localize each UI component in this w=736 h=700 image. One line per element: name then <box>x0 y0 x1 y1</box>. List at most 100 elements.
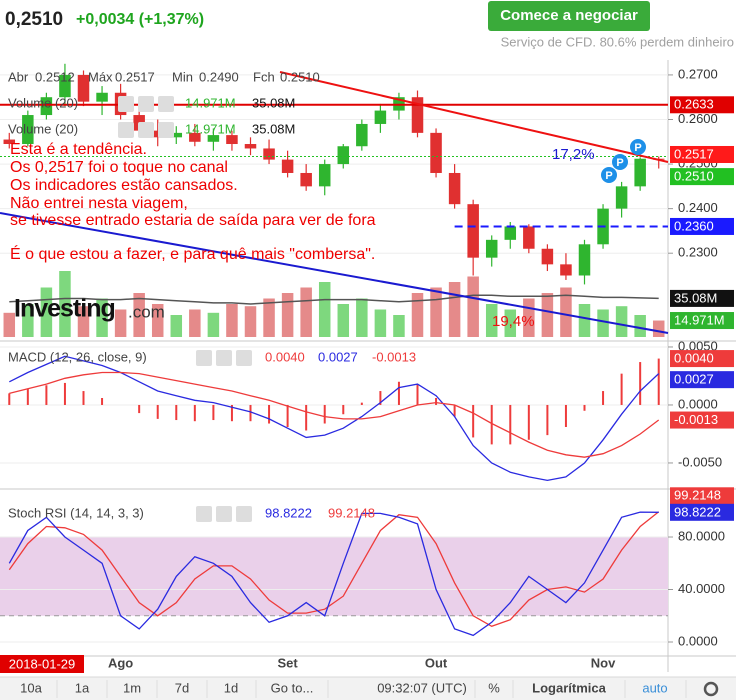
y-tick-label: 40.0000 <box>678 581 725 596</box>
trend-line <box>0 212 669 334</box>
marker-label[interactable]: P <box>605 170 612 182</box>
close-icon[interactable] <box>158 122 174 138</box>
logo-suffix: .com <box>128 302 165 321</box>
close-icon[interactable] <box>236 350 252 366</box>
volume-bar <box>560 287 572 337</box>
marker[interactable] <box>601 167 617 183</box>
plot-area <box>0 63 673 643</box>
settings-icon[interactable] <box>216 506 232 522</box>
price-label: 99.2148 <box>674 488 721 503</box>
y-tick-label: 0.2400 <box>678 200 718 215</box>
price-label: -0.0013 <box>674 412 718 427</box>
logo: Investing <box>14 295 115 323</box>
volume-bar <box>244 306 257 337</box>
price-label-bg <box>670 289 734 307</box>
volume-bar <box>393 315 405 337</box>
price-label-bg <box>670 145 734 163</box>
legend-value: 0.2510 <box>280 69 320 84</box>
legend-value: 35.08M <box>252 121 295 136</box>
axis-labels: 0.23000.24000.25000.26000.27000.26330.23… <box>108 66 734 670</box>
eye-icon[interactable] <box>196 506 212 522</box>
goto-button[interactable]: Go to... <box>271 680 314 695</box>
last-price: 0,2510 <box>5 9 63 30</box>
volume-bar <box>337 304 350 337</box>
price-label-bg <box>670 168 734 186</box>
volume-bar <box>96 298 108 337</box>
marker[interactable] <box>630 139 646 155</box>
legend-value: 35.08M <box>252 95 295 110</box>
candle-body <box>411 97 424 133</box>
marker-label[interactable]: P <box>616 157 623 169</box>
settings-icon[interactable] <box>216 350 232 366</box>
legend-value: 0.2490 <box>199 69 239 84</box>
candle-body <box>207 135 220 142</box>
candle-body <box>560 264 572 276</box>
trend-line <box>279 71 669 163</box>
volume-bar <box>652 320 665 337</box>
volume-bar <box>133 293 145 337</box>
annotation: Os 0,2517 foi o toque no canal <box>10 159 228 176</box>
volume-bar <box>263 298 275 337</box>
range-button[interactable]: 1a <box>75 680 90 695</box>
annotation: Esta é a tendência. <box>10 141 147 158</box>
candle-body <box>244 144 257 149</box>
volume-bar <box>40 287 53 337</box>
y-tick-label: 0.0000 <box>678 396 718 411</box>
volume-bar <box>504 309 517 337</box>
candle-body <box>96 92 108 102</box>
settings-icon[interactable] <box>138 122 154 138</box>
y-tick-label: 0.2700 <box>678 66 718 81</box>
y-tick-label: 0.2300 <box>678 245 718 260</box>
price-label: 0.2360 <box>674 218 714 233</box>
legend-label: Máx <box>88 69 113 84</box>
candle-body <box>22 115 34 145</box>
percent-toggle[interactable]: % <box>488 680 500 695</box>
legend-value: 0.2512 <box>35 69 75 84</box>
price-label-bg <box>670 487 734 505</box>
eye-icon[interactable] <box>196 350 212 366</box>
candle-body <box>189 132 201 142</box>
range-button[interactable]: 10a <box>20 680 42 695</box>
volume-bar <box>300 287 312 337</box>
volume-bar <box>485 304 498 337</box>
price-label: 14.971M <box>674 312 725 327</box>
series-line <box>9 355 660 482</box>
cta-button[interactable] <box>488 1 650 31</box>
volume-bar <box>467 276 479 337</box>
log-toggle[interactable]: Logarítmica <box>532 680 606 695</box>
marker[interactable] <box>612 154 628 170</box>
indicator-title: Stoch RSI (14, 14, 3, 3) <box>8 505 144 520</box>
legend-value: 14.971M <box>185 95 236 110</box>
volume-bar <box>374 309 387 337</box>
range-button[interactable]: 1m <box>123 680 141 695</box>
cta-label[interactable]: Comece a negociar <box>500 7 638 24</box>
candle-body <box>3 139 16 145</box>
candle-body <box>523 226 535 249</box>
y-tick-label: 0.2600 <box>678 111 718 126</box>
close-icon[interactable] <box>236 506 252 522</box>
legend-label: Abr <box>8 69 29 84</box>
candle-body <box>615 186 628 209</box>
series-line <box>9 294 659 305</box>
settings-gear[interactable] <box>703 681 719 697</box>
candle-body <box>281 159 294 173</box>
auto-toggle[interactable]: auto <box>642 680 667 695</box>
marker-label[interactable]: P <box>634 142 641 154</box>
volume-bar <box>77 306 90 337</box>
clock: 09:32:07 (UTC) <box>377 680 467 695</box>
volume-bar <box>151 304 164 337</box>
y-tick-label: 0.0000 <box>678 633 718 648</box>
legend-value: 0.0027 <box>318 349 358 364</box>
range-button[interactable]: 1d <box>224 680 238 695</box>
price-label-bg <box>670 371 734 389</box>
range-button[interactable]: 7d <box>175 680 189 695</box>
price-change: +0,0034 (+1,37%) <box>76 11 204 28</box>
price-label: 0.2510 <box>674 169 714 184</box>
eye-icon[interactable] <box>118 122 134 138</box>
legend-value: 0.0040 <box>265 349 305 364</box>
legend-value: 0.2517 <box>115 69 155 84</box>
settings-icon[interactable] <box>138 96 154 112</box>
close-icon[interactable] <box>158 96 174 112</box>
legend-value: 14.971M <box>185 121 236 136</box>
eye-icon[interactable] <box>118 96 134 112</box>
